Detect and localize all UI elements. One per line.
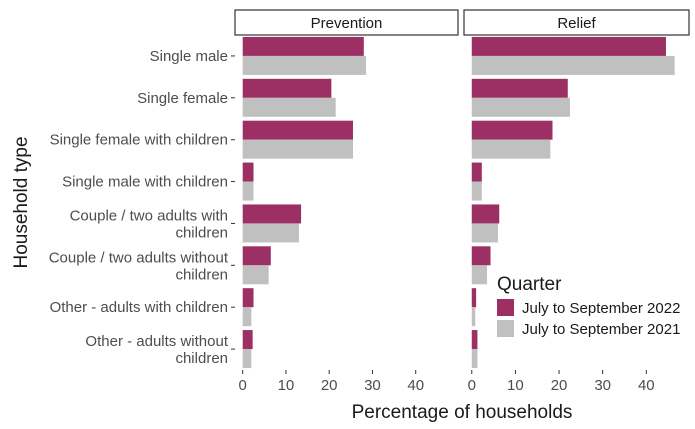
bar <box>242 246 271 266</box>
panel-strip <box>234 9 459 36</box>
bar <box>471 307 476 327</box>
bar <box>242 181 254 201</box>
bar <box>471 223 498 243</box>
y-tick-label: Single female with children <box>50 132 228 149</box>
legend-label: July to September 2021 <box>522 321 680 338</box>
bar <box>242 204 302 224</box>
y-tick-label: Couple / two adults with children <box>70 207 228 241</box>
bar <box>471 265 488 285</box>
y-tick-label: Single male with children <box>62 174 228 191</box>
x-tick-label: 10 <box>278 377 295 394</box>
y-tick-label: Single female <box>137 90 228 107</box>
legend-label: July to September 2022 <box>522 300 680 317</box>
x-tick-label: 30 <box>594 377 611 394</box>
bar <box>242 139 353 159</box>
bar <box>471 204 500 224</box>
x-tick-label: 10 <box>507 377 524 394</box>
x-tick-label: 30 <box>364 377 381 394</box>
y-tick-label: Couple / two adults without children <box>49 249 229 283</box>
legend-swatch <box>497 299 514 316</box>
x-tick-label: 40 <box>638 377 655 394</box>
bar <box>242 55 366 75</box>
bar <box>242 223 299 243</box>
bar <box>242 349 252 369</box>
legend-title: Quarter <box>497 274 562 295</box>
bar <box>242 162 254 182</box>
bar <box>242 288 254 308</box>
bar <box>242 307 252 327</box>
x-tick-label: 0 <box>239 377 247 394</box>
bar <box>471 97 570 117</box>
panel-title: Relief <box>557 15 596 32</box>
bar <box>471 181 482 201</box>
x-tick-label: 20 <box>551 377 568 394</box>
bar <box>242 120 353 140</box>
bar <box>471 162 482 182</box>
legend-background <box>492 266 695 342</box>
bar <box>242 265 269 285</box>
bar <box>471 349 478 369</box>
x-tick-label: 0 <box>468 377 476 394</box>
legend-swatch <box>497 320 514 337</box>
bar <box>242 36 364 56</box>
bar <box>471 139 551 159</box>
bar <box>242 78 332 98</box>
bar <box>471 288 477 308</box>
bar <box>242 330 253 350</box>
bar <box>471 55 675 75</box>
x-axis-title: Percentage of households <box>352 402 573 423</box>
y-tick-label: Other - adults without children <box>85 333 228 367</box>
bar <box>471 36 666 56</box>
x-tick-label: 20 <box>321 377 338 394</box>
bar <box>471 78 568 98</box>
y-tick-label: Other - adults with children <box>50 299 228 316</box>
panel-strip <box>463 9 690 36</box>
bar <box>471 246 491 266</box>
bar <box>471 120 553 140</box>
y-axis-title: Household type <box>11 136 32 268</box>
y-tick-label: Single male <box>150 48 228 65</box>
x-tick-label: 40 <box>407 377 424 394</box>
bar <box>242 97 336 117</box>
bar <box>471 330 478 350</box>
panel-title: Prevention <box>311 15 383 32</box>
